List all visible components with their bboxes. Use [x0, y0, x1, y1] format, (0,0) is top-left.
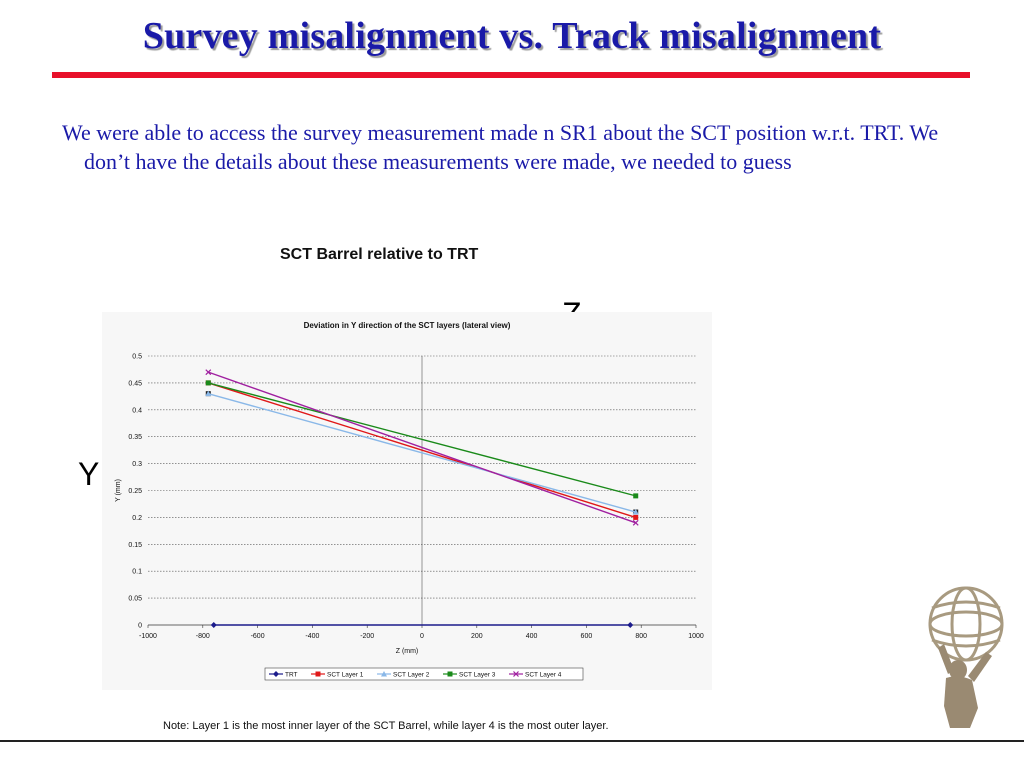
chart-area: Deviation in Y direction of the SCT laye… — [102, 312, 712, 690]
series-point-2 — [205, 390, 212, 397]
y-tick-label: 0.5 — [132, 354, 142, 361]
legend-marker-1 — [315, 671, 321, 677]
series-point-3 — [633, 493, 639, 499]
legend-marker-3 — [447, 671, 453, 677]
x-tick-label: -1000 — [139, 633, 157, 640]
y-tick-label: 0 — [138, 623, 142, 630]
x-tick-label: -200 — [360, 633, 374, 640]
series-point-0 — [210, 622, 217, 628]
x-axis-label: Z (mm) — [396, 648, 419, 655]
body-paragraph: We were able to access the survey measur… — [62, 120, 939, 174]
series-line-3 — [208, 382, 636, 497]
x-tick-label: -600 — [251, 633, 265, 640]
x-tick-label: 800 — [635, 633, 647, 640]
legend-label-4: SCT Layer 4 — [525, 672, 562, 679]
chart-title: Deviation in Y direction of the SCT laye… — [304, 321, 511, 330]
legend-marker-2 — [381, 671, 387, 677]
series-line-4 — [208, 371, 636, 524]
series-point-2 — [632, 509, 639, 515]
x-tick-label: 0 — [420, 633, 424, 640]
x-tick-label: 200 — [471, 633, 483, 640]
legend-label-0: TRT — [285, 672, 298, 679]
x-tick-label: -400 — [305, 633, 319, 640]
y-tick-label: 0.45 — [128, 380, 142, 387]
slide-title: Survey misalignment vs. Track misalignme… — [142, 15, 882, 57]
legend-marker-0 — [273, 671, 279, 677]
legend-marker-4 — [513, 671, 519, 677]
series-line-1 — [208, 382, 636, 519]
y-tick-label: 0.1 — [132, 569, 142, 576]
atlas-logo — [928, 586, 1004, 728]
chart-heading: SCT Barrel relative to TRT — [280, 246, 479, 263]
series-point-0 — [627, 622, 634, 628]
y-tick-label: 0.3 — [132, 461, 142, 468]
line-chart: Deviation in Y direction of the SCT laye… — [115, 321, 704, 681]
series-line-2 — [208, 392, 636, 513]
bottom-divider — [0, 740, 1024, 742]
y-tick-label: 0.35 — [128, 434, 142, 441]
series-point-3 — [205, 380, 211, 386]
x-tick-label: -800 — [196, 633, 210, 640]
y-axis-label: Y (mm) — [115, 479, 122, 502]
y-tick-label: 0.2 — [132, 515, 142, 522]
y-tick-label: 0.4 — [132, 407, 142, 414]
x-tick-label: 1000 — [688, 633, 704, 640]
series-point-4 — [205, 369, 212, 376]
footnote: Note: Layer 1 is the most inner layer of… — [163, 720, 609, 732]
y-tick-label: 0.25 — [128, 488, 142, 495]
legend-box — [264, 667, 584, 681]
title-underline — [52, 72, 970, 78]
legend-label-3: SCT Layer 3 — [459, 672, 496, 679]
y-tick-label: 0.05 — [128, 596, 142, 603]
y-axis-marker: Y — [78, 456, 100, 492]
x-tick-label: 400 — [526, 633, 538, 640]
legend-label-2: SCT Layer 2 — [393, 672, 430, 679]
y-tick-label: 0.15 — [128, 542, 142, 549]
series-point-1 — [633, 514, 639, 520]
legend-label-1: SCT Layer 1 — [327, 672, 364, 679]
x-tick-label: 600 — [581, 633, 593, 640]
series-point-4 — [632, 519, 639, 526]
